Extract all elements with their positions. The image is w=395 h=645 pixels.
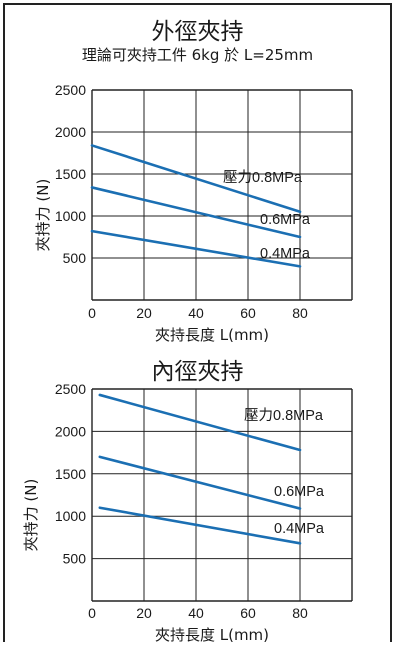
y-tick-label: 1000 [55,508,86,524]
series-label: 0.4MPa [260,246,311,262]
figure-frame [3,3,392,642]
y-tick-label: 2000 [55,124,86,140]
x-axis-label: 夾持長度 L(mm) [155,626,269,644]
y-tick-label: 500 [63,551,87,567]
y-tick-label: 500 [63,250,87,266]
y-tick-label: 1500 [55,466,86,482]
y-tick-label: 2500 [55,82,86,98]
x-tick-label: 60 [240,305,256,321]
y-tick-label: 1000 [55,208,86,224]
series-label: 壓力0.8MPa [223,169,303,186]
x-tick-label: 80 [292,305,308,321]
series-line [90,144,302,214]
y-axis-label: 夾持力 (N) [34,179,52,252]
x-tick-label: 40 [188,305,204,321]
y-axis-label: 夾持力 (N) [22,479,40,552]
x-tick-label: 0 [88,605,96,621]
series-label: 0.6MPa [260,212,311,228]
x-axis-label: 夾持長度 L(mm) [155,326,269,344]
x-tick-label: 80 [292,605,308,621]
series-line [90,229,302,268]
chart-1-title: 外徑夾持 [151,19,244,45]
series-line [98,455,302,510]
x-tick-label: 20 [136,305,152,321]
y-tick-label: 2500 [55,381,86,397]
series-line [90,186,302,239]
x-tick-label: 60 [240,605,256,621]
series-label: 壓力0.8MPa [244,407,324,424]
x-tick-label: 40 [188,605,204,621]
x-tick-label: 20 [136,605,152,621]
y-tick-label: 1500 [55,166,86,182]
x-tick-label: 0 [88,305,96,321]
y-tick-label: 2000 [55,423,86,439]
series-line [98,506,302,545]
chart-2-title: 內徑夾持 [151,359,244,385]
chart-1-subtitle: 理論可夾持工件 6kg 於 L=25mm [81,46,314,64]
series-label: 0.6MPa [274,484,325,500]
series-label: 0.4MPa [274,521,325,537]
series-line [98,393,302,452]
